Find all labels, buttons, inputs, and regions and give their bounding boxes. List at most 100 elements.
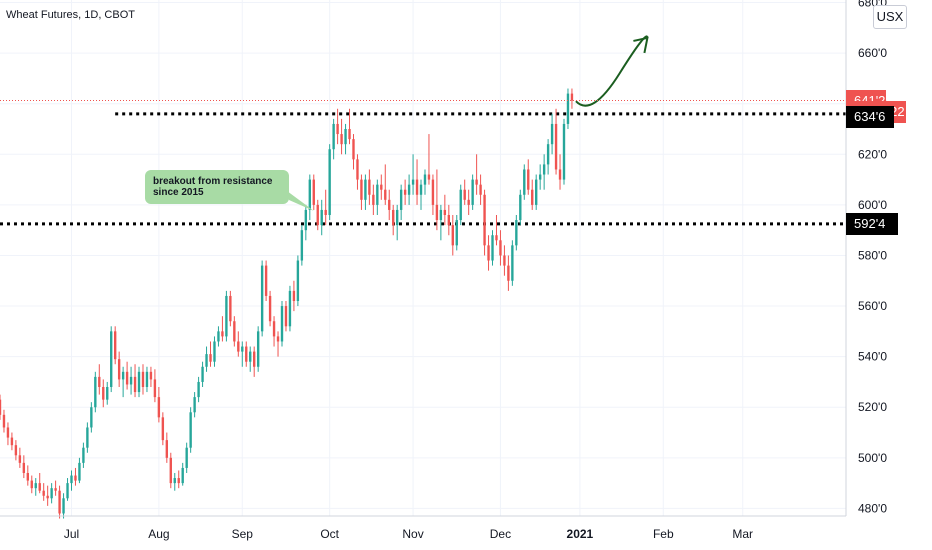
price-tick-label: 560'0 — [858, 299, 887, 313]
candle-body — [316, 204, 319, 226]
time-tick-label: Nov — [402, 527, 423, 541]
candle-body — [455, 220, 458, 246]
candle-body — [443, 209, 447, 215]
candle-body — [66, 483, 69, 499]
candle-body — [344, 129, 347, 145]
candle-body — [229, 295, 232, 322]
candle-body — [479, 184, 482, 195]
candle-body — [411, 179, 415, 185]
candle-body — [161, 417, 165, 441]
candle-body — [519, 194, 522, 221]
candle-body — [288, 290, 292, 327]
candle-body — [332, 123, 335, 150]
candle-body — [50, 488, 53, 499]
candle-body — [268, 295, 272, 322]
price-tick-label: 600'0 — [858, 198, 887, 212]
candle-body — [558, 169, 562, 180]
candle-body — [304, 209, 308, 231]
candle-body — [82, 447, 85, 463]
candle-body — [340, 134, 343, 145]
candle-body — [511, 245, 514, 281]
candle-body — [376, 184, 379, 205]
candle-body — [546, 144, 550, 165]
candle-body — [86, 427, 89, 448]
candle-body — [554, 123, 558, 170]
candle-body — [407, 184, 411, 195]
high-level-label: 634'6 — [854, 108, 886, 124]
time-tick-label: Oct — [320, 527, 339, 541]
candle-body — [399, 189, 403, 210]
candle-body — [2, 414, 6, 428]
symbol-title: Wheat Futures, 1D, CBOT — [6, 9, 135, 21]
candle-body — [280, 306, 284, 342]
breakout-annotation[interactable]: breakout from resistance since 2015 — [145, 170, 289, 204]
candle-body — [419, 184, 423, 195]
price-scale[interactable]: 480'0 500'0 520'0 540'0 560'0 580'0 600'0 620'0… — [858, 0, 887, 515]
time-tick-label: Dec — [490, 527, 511, 541]
candle-body — [535, 179, 538, 205]
candle-body — [253, 351, 256, 367]
currency-unit-button[interactable]: USX — [873, 5, 907, 29]
candle-body — [46, 495, 49, 499]
resistance-level-badge: 592'4 — [846, 212, 898, 235]
candle-body — [70, 475, 73, 484]
candle-body — [153, 379, 157, 398]
price-tick-label: 660'0 — [858, 46, 887, 60]
candle-body — [213, 341, 216, 362]
candle-body — [149, 371, 153, 380]
candle-body — [205, 354, 208, 367]
candle-body — [237, 341, 240, 352]
candle-body — [249, 351, 252, 362]
candle-body — [276, 336, 280, 342]
candle-body — [241, 346, 244, 352]
candle-body — [360, 179, 363, 200]
candle-body — [189, 412, 192, 448]
price-tick-label: 680'0 — [858, 0, 887, 10]
candle-body — [423, 174, 427, 185]
candle-body — [177, 478, 180, 484]
candle-body — [110, 331, 113, 387]
arrow-curve — [575, 35, 649, 107]
callout-pointer — [283, 188, 314, 211]
candle-body — [384, 189, 387, 200]
candle-body — [62, 498, 65, 514]
candle-body — [507, 265, 510, 281]
candle-body — [185, 447, 188, 468]
candle-body — [260, 265, 264, 332]
high-level-badge: 634'6 — [846, 105, 894, 128]
candle-body — [570, 93, 574, 101]
candle-body — [515, 220, 518, 246]
candle-body — [284, 306, 288, 327]
candle-body — [435, 204, 439, 221]
candle-body — [141, 371, 145, 387]
candle-body — [173, 478, 176, 484]
candle-body — [181, 467, 184, 484]
candle-body — [233, 321, 236, 342]
candle-body — [550, 123, 554, 145]
candle-body — [356, 159, 359, 180]
candle-body — [129, 376, 133, 385]
candle-body — [439, 209, 443, 221]
candle-body — [487, 245, 490, 261]
candle-body — [503, 255, 506, 266]
candle-body — [34, 483, 37, 489]
candle-body — [117, 359, 121, 380]
candle-body — [467, 199, 470, 205]
candle-body — [395, 209, 399, 226]
candle-body — [90, 407, 93, 428]
candle-body — [193, 397, 196, 413]
candle-body — [495, 235, 498, 241]
time-tick-label: 2021 — [567, 527, 594, 541]
candle-body — [165, 440, 169, 458]
candle-body — [145, 371, 149, 387]
candle-body — [221, 331, 224, 337]
candle-body — [368, 179, 371, 195]
candle-body — [98, 376, 101, 387]
candle-body — [292, 290, 296, 301]
time-scale[interactable]: Jul Aug Sep Oct Nov Dec 2021 Feb Mar — [64, 527, 753, 541]
candle-body — [328, 149, 331, 215]
candle-body — [447, 215, 451, 226]
candle-body — [245, 346, 248, 362]
price-tick-label: 540'0 — [858, 350, 887, 364]
